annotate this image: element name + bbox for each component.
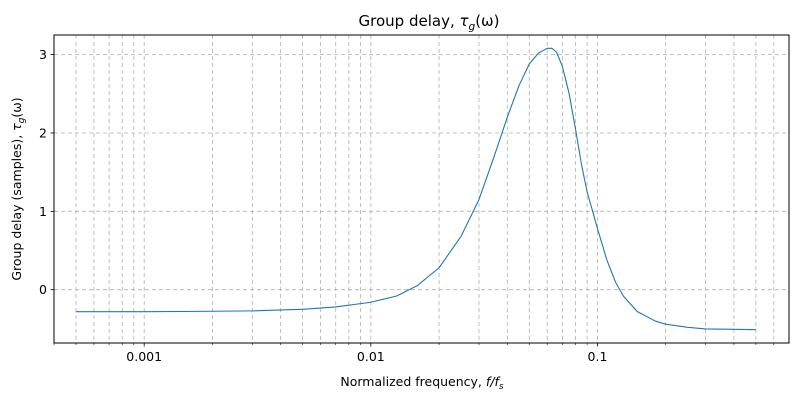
plot-lines	[75, 47, 756, 331]
y-tick-label: 3	[39, 47, 47, 62]
x-tick-label: 0.001	[126, 349, 162, 364]
y-tick-label: 0	[39, 282, 47, 297]
x-tick-label: 0.01	[357, 349, 385, 364]
x-axis-label: Normalized frequency, f/fs	[340, 374, 504, 392]
group-delay-line	[75, 47, 756, 331]
y-axis-label: Group delay (samples), τg(ω)	[9, 97, 27, 280]
y-ticks: 0 1 2 3	[39, 47, 54, 297]
y-tick-label: 2	[39, 125, 47, 140]
plot-frame	[53, 34, 790, 344]
y-tick-label: 1	[39, 204, 47, 219]
grid	[53, 35, 789, 343]
chart-title: Group delay, τg(ω)	[359, 12, 500, 33]
x-tick-label: 0.1	[588, 349, 608, 364]
x-ticks: 0.001 0.01 0.1	[53, 343, 775, 364]
